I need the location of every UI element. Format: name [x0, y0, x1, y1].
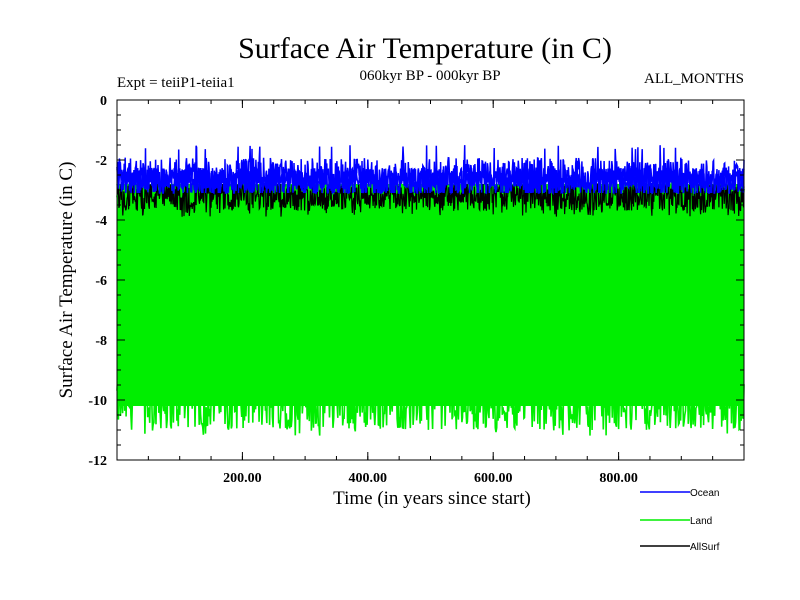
legend-label-ocean: Ocean — [690, 488, 719, 499]
y-tick-label: -6 — [95, 274, 107, 289]
ticks-layer: 0 -2 -4 -6 -8 -10 -12 200.00 400.00 600.00 800.00 — [88, 94, 744, 486]
series-land-line-low — [116, 373, 745, 436]
legend-label-land: Land — [690, 516, 712, 527]
y-tick-label: 0 — [100, 94, 107, 109]
x-axis-label: Time (in years since start) — [333, 488, 531, 509]
series-land — [116, 180, 745, 436]
x-tick-label: 800.00 — [599, 471, 638, 486]
experiment-label: Expt = teiiP1-teiia1 — [117, 75, 235, 91]
x-tick-label: 200.00 — [223, 471, 262, 486]
y-tick-label: -2 — [95, 154, 107, 169]
chart-subtitle: 060kyr BP - 000kyr BP — [359, 68, 500, 84]
y-tick-label: -4 — [95, 214, 107, 229]
legend-label-allsurf: AllSurf — [690, 542, 720, 553]
chart-title: Surface Air Temperature (in C) — [238, 32, 612, 65]
y-tick-label: -12 — [88, 454, 107, 469]
legend: Ocean Land AllSurf — [640, 488, 720, 553]
y-axis-label: Surface Air Temperature (in C) — [56, 162, 77, 399]
y-tick-label: -10 — [88, 394, 107, 409]
months-label: ALL_MONTHS — [644, 71, 744, 87]
x-tick-label: 400.00 — [349, 471, 388, 486]
y-tick-label: -8 — [95, 334, 107, 349]
series-land-band — [117, 184, 744, 406]
series-layer — [116, 145, 745, 436]
x-tick-label: 600.00 — [474, 471, 513, 486]
series-ocean — [116, 145, 745, 196]
series-ocean-line-2 — [116, 165, 745, 193]
